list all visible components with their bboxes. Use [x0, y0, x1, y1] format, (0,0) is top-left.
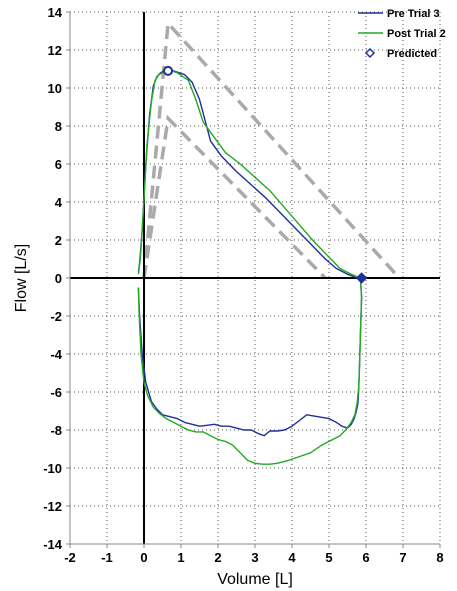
legend-label-pre-trial-3: Pre Trial 3	[387, 8, 440, 20]
x-tick-label: 3	[251, 550, 258, 565]
series-lines	[137, 70, 363, 465]
y-tick-label: 4	[55, 195, 63, 210]
y-tick-label: -12	[43, 499, 62, 514]
predicted-fvc-marker	[355, 272, 368, 284]
x-tick-label: 6	[362, 550, 369, 565]
x-tick-label: 1	[177, 550, 184, 565]
predicted-markers	[163, 65, 368, 284]
y-tick-label: 14	[48, 5, 63, 20]
y-tick-label: 0	[55, 271, 62, 286]
plot-frame	[66, 11, 441, 548]
x-axis-title: Volume [L]	[217, 571, 293, 588]
y-tick-label: 2	[55, 233, 62, 248]
x-tick-label: 8	[436, 550, 443, 565]
legend: Pre Trial 3 Post Trial 2 Predicted	[358, 8, 446, 60]
y-tick-label: -8	[50, 423, 62, 438]
x-tick-labels: -2 -1 0 1 2 3 4 5 6 7 8	[64, 550, 443, 565]
zero-axes	[70, 12, 440, 544]
y-axis-title: Flow [L/s]	[13, 244, 30, 312]
y-tick-label: -6	[50, 385, 62, 400]
predicted-bands	[142, 19, 401, 280]
x-tick-label: -1	[101, 550, 113, 565]
legend-diamond-icon	[364, 47, 376, 59]
x-tick-label: 7	[399, 550, 406, 565]
x-tick-label: 2	[214, 550, 221, 565]
y-tick-label: 12	[48, 43, 62, 58]
y-tick-label: 6	[55, 157, 62, 172]
series-line-post-trial-2	[137, 70, 363, 465]
grid-lines	[69, 11, 441, 545]
y-tick-label: 10	[48, 81, 62, 96]
y-tick-label: -10	[43, 461, 62, 476]
predicted-band-line	[142, 114, 327, 280]
legend-label-post-trial-2: Post Trial 2	[387, 28, 446, 40]
predicted-peak-flow-marker	[163, 65, 174, 76]
y-tick-label: -2	[50, 309, 62, 324]
legend-label-predicted: Predicted	[387, 48, 437, 60]
y-tick-label: 8	[55, 119, 62, 134]
x-tick-label: 4	[288, 550, 296, 565]
predicted-band-line	[142, 19, 401, 280]
x-tick-label: 5	[325, 550, 332, 565]
y-tick-label: -4	[50, 347, 62, 362]
y-tick-labels: 14 12 10 8 6 4 2 0 -2 -4 -6 -8 -10 -12 -14	[43, 5, 63, 552]
x-tick-label: 0	[140, 550, 147, 565]
x-tick-label: -2	[64, 550, 76, 565]
y-tick-label: -14	[43, 537, 63, 552]
